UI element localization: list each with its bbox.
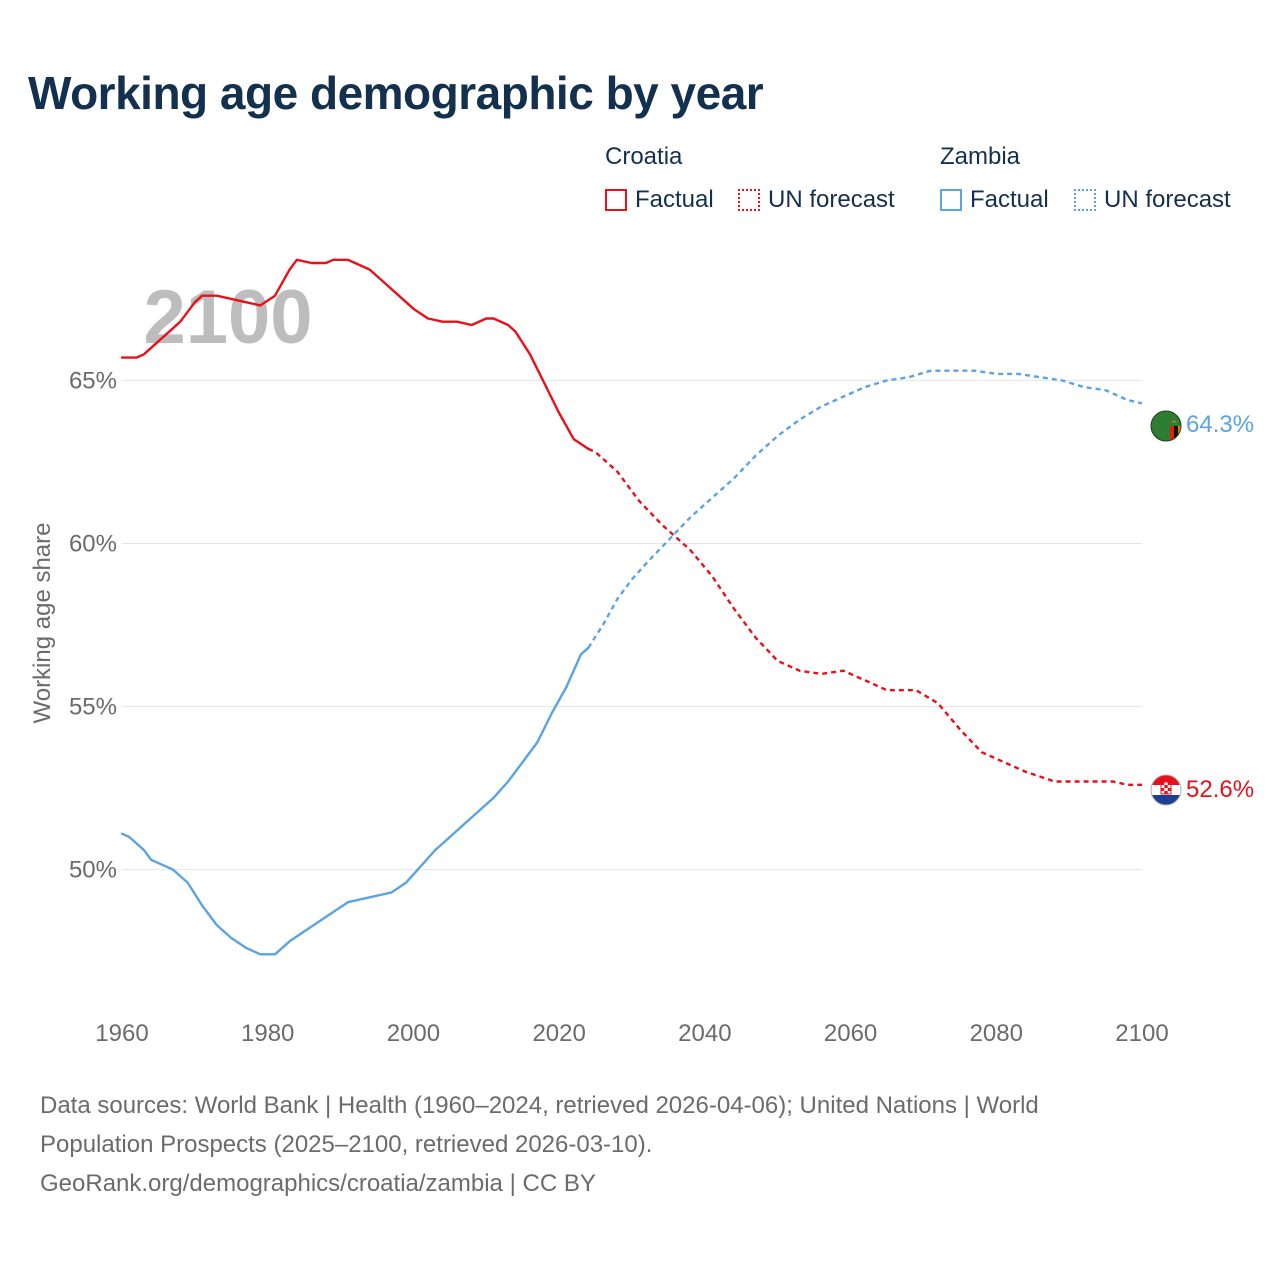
y-tick-label: 55%	[69, 694, 117, 721]
legend-country-zambia: Zambia	[940, 143, 1021, 170]
footer: Data sources: World Bank | Health (1960–…	[40, 1086, 1240, 1203]
zambia-flag-icon	[1151, 411, 1181, 441]
footer-sources-line2: Population Prospects (2025–2100, retriev…	[40, 1131, 653, 1158]
footer-license: CC BY	[522, 1170, 596, 1197]
zambia-factual-line[interactable]	[120, 646, 590, 956]
x-tick-label: 2040	[678, 1020, 731, 1047]
x-tick-label: 2020	[532, 1020, 585, 1047]
x-tick-label: 2100	[1115, 1020, 1168, 1047]
y-tick-label: 60%	[69, 530, 117, 557]
croatia-flag-icon	[1151, 775, 1181, 805]
legend-solid-swatch	[605, 189, 627, 211]
line-chart: 2100 50% 55% 60% 65% 1960 1980 2000 2020 2040 20…	[29, 258, 1254, 1047]
footer-credit-line: GeoRank.org/demographics/croatia/zambia …	[40, 1164, 1240, 1203]
x-tick-label: 2060	[824, 1020, 877, 1047]
x-tick-label: 1980	[241, 1020, 294, 1047]
page-title: Working age demographic by year	[28, 67, 764, 119]
legend-croatia-forecast[interactable]: UN forecast	[738, 186, 895, 214]
footer-link[interactable]: GeoRank.org/demographics/croatia/zambia	[40, 1170, 503, 1197]
croatia-end-label: 52.6%	[1186, 776, 1254, 803]
footer-separator: |	[509, 1170, 516, 1197]
y-tick-label: 65%	[69, 367, 117, 394]
legend-country-croatia: Croatia	[605, 143, 683, 170]
zambia-forecast-line[interactable]	[587, 369, 1143, 649]
legend-dotted-swatch	[738, 189, 760, 211]
legend-zambia-factual[interactable]: Factual	[940, 186, 1049, 214]
x-tick-label: 2080	[970, 1020, 1023, 1047]
croatia-forecast-line[interactable]	[587, 447, 1142, 786]
y-axis-title: Working age share	[29, 523, 56, 724]
footer-sources-line1: Data sources: World Bank | Health (1960–…	[40, 1092, 1039, 1119]
legend-solid-swatch	[940, 189, 962, 211]
legend-croatia-factual-label: Factual	[635, 186, 714, 213]
zambia-end-label: 64.3%	[1186, 411, 1254, 438]
croatia-factual-line[interactable]	[120, 258, 590, 451]
legend-zambia-factual-label: Factual	[970, 186, 1049, 213]
legend-dotted-swatch	[1074, 189, 1096, 211]
x-tick-label: 2000	[387, 1020, 440, 1047]
y-tick-label: 50%	[69, 857, 117, 884]
x-tick-label: 1960	[95, 1020, 148, 1047]
legend-croatia-factual[interactable]: Factual	[605, 186, 714, 214]
legend-zambia-forecast[interactable]: UN forecast	[1074, 186, 1231, 214]
year-watermark: 2100	[143, 275, 312, 360]
legend-zambia-forecast-label: UN forecast	[1104, 186, 1231, 213]
legend-croatia-forecast-label: UN forecast	[768, 186, 895, 213]
